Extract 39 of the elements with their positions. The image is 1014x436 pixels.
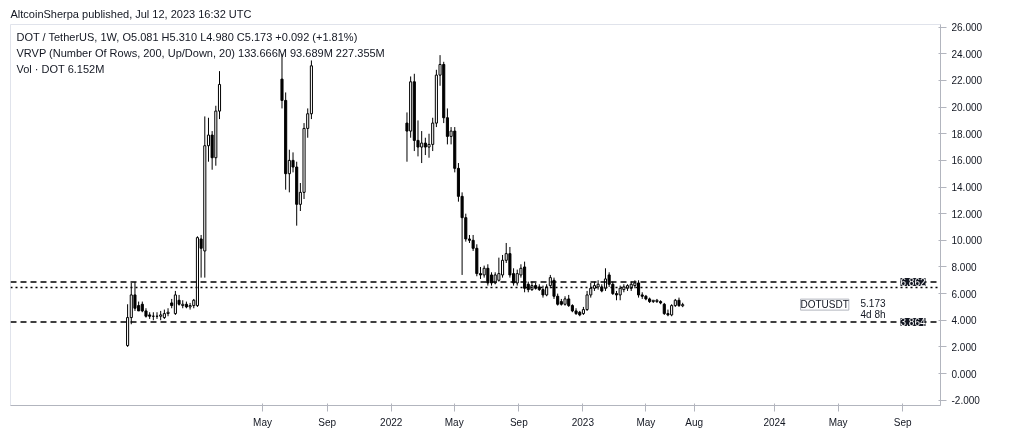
y-tick-label: 4.000: [951, 315, 977, 327]
x-tick-label: Sep: [509, 416, 529, 428]
annotation: 5.173: [860, 297, 886, 309]
y-tick-label: 10.000: [951, 235, 983, 247]
annotation: Vol · DOT 6.152M: [16, 62, 105, 75]
y-tick-label: 6.000: [951, 288, 977, 300]
candlestick: [655, 298, 659, 304]
x-tick-label: May: [636, 416, 656, 428]
y-tick-label: 22.000: [951, 75, 983, 87]
ref-line-label: 6.862: [900, 277, 926, 289]
x-tick-label: May: [253, 416, 273, 428]
y-tick-label: 16.000: [951, 155, 983, 167]
y-tick-label: 18.000: [951, 128, 983, 140]
y-tick-label: 8.000: [951, 261, 977, 273]
text: DOT / TetherUS, 1W, O5.081 H5.310 L4.980 C5.173 +0.092 (+1.81%): [16, 30, 358, 43]
y-tick-label: 26.000: [951, 22, 983, 34]
x-tick-label: May: [444, 416, 464, 428]
y-tick-label: 24.000: [951, 48, 983, 60]
y-tick-label: 12.000: [951, 208, 983, 220]
y-tick-label: -2.000: [951, 395, 981, 407]
annotation: 4d 8h: [860, 309, 886, 321]
x-tick-label: Aug: [685, 416, 704, 428]
x-tick-label: 2024: [763, 416, 787, 428]
y-tick-label: 20.000: [951, 102, 983, 114]
candlestick: [188, 302, 192, 311]
text: VRVP (Number Of Rows, 200, Up/Down, 20) 133.666M 93.689M 227.355M: [16, 46, 385, 59]
y-tick-label: 0.000: [951, 368, 977, 380]
text: AltcoinSherpa published, Jul 12, 2023 16:32 UTC: [10, 7, 252, 20]
y-tick-label: 14.000: [951, 182, 983, 194]
ref-line-label: 3.864: [900, 317, 926, 329]
x-tick-label: Sep: [318, 416, 337, 428]
x-tick-label: 2022: [380, 416, 403, 428]
y-tick-label: 2.000: [951, 341, 977, 353]
x-tick-label: May: [828, 416, 848, 428]
candlestick: [166, 307, 170, 317]
x-tick-label: 2023: [571, 416, 595, 428]
candlestick: [500, 254, 505, 279]
annotation: DOTUSDT: [800, 299, 849, 311]
x-tick-label: Sep: [893, 416, 913, 428]
